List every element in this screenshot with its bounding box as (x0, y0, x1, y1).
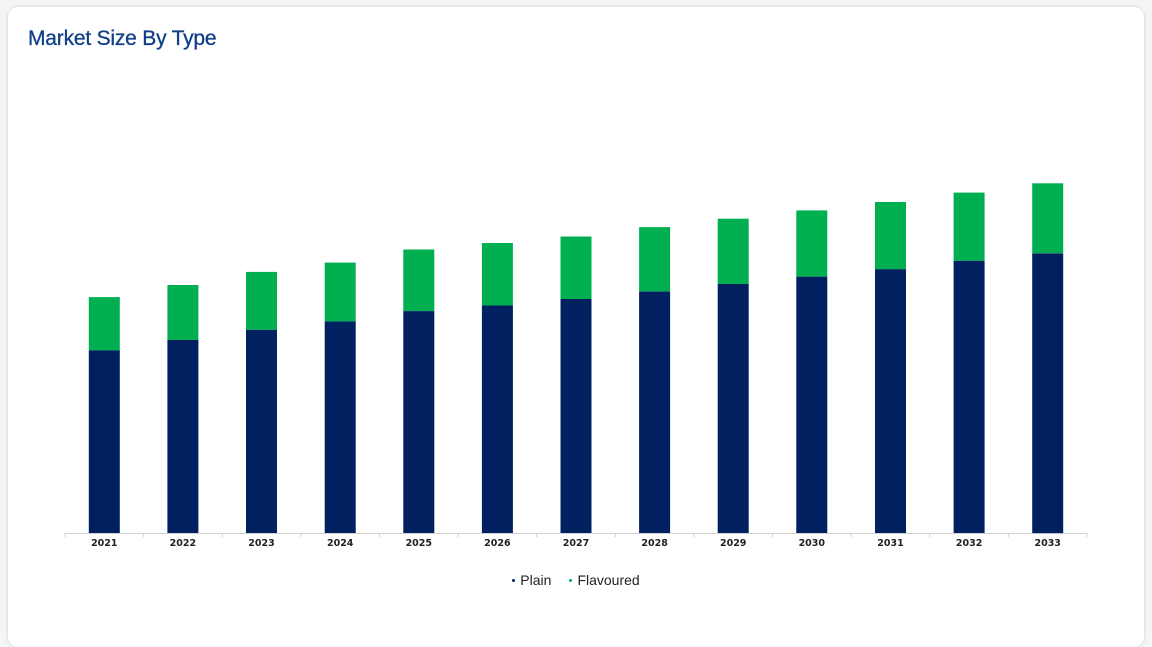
bar-plain-2023[interactable] (246, 329, 277, 533)
bar-flavoured-2026[interactable] (481, 243, 513, 306)
x-tick-label: 2024 (327, 538, 354, 549)
bar-flavoured-2027[interactable] (560, 236, 592, 300)
bar-plain-2021[interactable] (88, 350, 120, 533)
bar-plain-2022[interactable] (167, 340, 199, 533)
bar-plain-2029[interactable] (717, 284, 749, 533)
bar-plain-2024[interactable] (324, 321, 356, 533)
x-tick-label: 2026 (484, 538, 511, 549)
bar-flavoured-2023[interactable] (246, 271, 277, 330)
x-tick-label: 2022 (170, 538, 196, 549)
x-tick-label: 2033 (1034, 538, 1060, 549)
legend-label: Flavoured (577, 572, 640, 588)
legend-label: Plain (520, 572, 552, 588)
bar-flavoured-2022[interactable] (167, 285, 199, 340)
x-tick-label: 2025 (406, 538, 432, 549)
bar-flavoured-2031[interactable] (875, 202, 906, 270)
bar-flavoured-2033[interactable] (1032, 183, 1064, 254)
x-tick-label: 2030 (799, 538, 826, 549)
bar-plain-2031[interactable] (875, 269, 906, 533)
x-tick-label: 2032 (956, 538, 982, 549)
chart-title: Market Size By Type (28, 27, 217, 50)
bar-flavoured-2021[interactable] (88, 297, 120, 351)
bar-plain-2025[interactable] (403, 311, 435, 533)
legend-item-flavoured[interactable]: Flavoured (569, 572, 640, 588)
bar-flavoured-2028[interactable] (639, 227, 671, 292)
chart-legend: Plain Flavoured (0, 572, 1152, 588)
x-tick-label: 2028 (641, 538, 668, 549)
x-tick-label: 2021 (91, 538, 117, 549)
legend-item-plain[interactable]: Plain (512, 572, 551, 588)
bar-plain-2032[interactable] (953, 260, 985, 533)
bar-plain-2028[interactable] (639, 291, 671, 534)
stacked-bar-chart: 2021 2022 2023 2024 2025 2026 2027 2028 2029 2030… (64, 183, 1088, 549)
bar-flavoured-2029[interactable] (717, 218, 749, 284)
bar-plain-2026[interactable] (481, 305, 513, 534)
bar-flavoured-2030[interactable] (796, 210, 828, 277)
x-tick-label: 2029 (720, 538, 746, 549)
bar-plain-2027[interactable] (560, 298, 592, 533)
x-tick-label: 2023 (248, 538, 274, 549)
bar-flavoured-2024[interactable] (324, 262, 356, 322)
bar-plain-2030[interactable] (796, 276, 828, 533)
legend-marker-icon (512, 578, 516, 582)
bar-flavoured-2025[interactable] (403, 249, 435, 312)
x-tick-label: 2027 (563, 538, 589, 549)
legend-marker-icon (569, 578, 573, 582)
bar-plain-2033[interactable] (1032, 253, 1064, 534)
bar-flavoured-2032[interactable] (953, 192, 985, 261)
x-tick-label: 2031 (877, 538, 903, 549)
